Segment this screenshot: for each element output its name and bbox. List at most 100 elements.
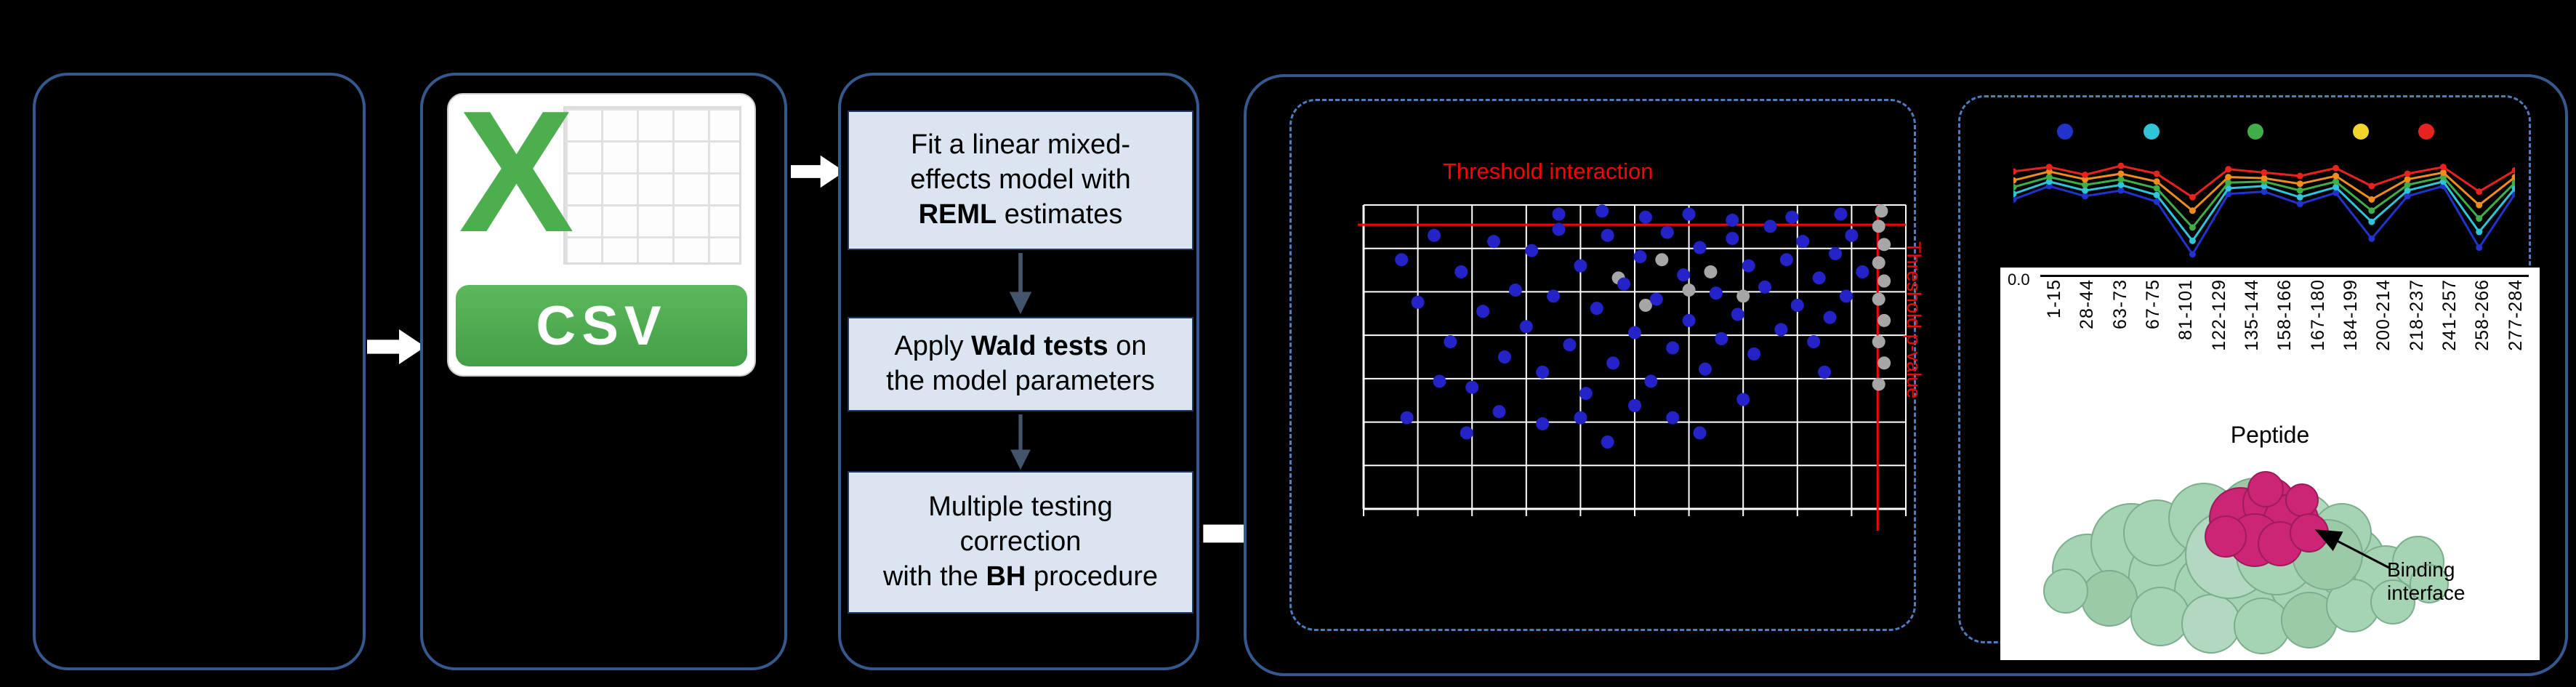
profile-marker xyxy=(2189,193,2196,201)
flow-arrow-1 xyxy=(367,326,425,368)
profile-marker xyxy=(2117,187,2125,194)
profile-marker xyxy=(2368,196,2375,203)
significant-points xyxy=(1395,204,1869,449)
legend-dot xyxy=(2144,124,2160,140)
profile-marker xyxy=(2511,179,2515,186)
step-text: Apply Wald tests on the model parameters xyxy=(886,329,1155,399)
profile-marker xyxy=(2013,168,2017,175)
peptide-tick-labels: 1-15 28-44 63-73 67-75 81-101 122-129 135-144 1… xyxy=(2044,279,2527,351)
profile-marker xyxy=(2296,193,2303,201)
volcano-plot xyxy=(1358,204,1907,531)
profile-marker xyxy=(2082,181,2089,188)
peptide-tick-label: 184-199 xyxy=(2340,279,2362,351)
profile-marker xyxy=(2404,176,2411,183)
profile-marker xyxy=(2511,166,2515,174)
peptide-tick-label: 67-75 xyxy=(2143,279,2164,329)
profile-marker xyxy=(2153,198,2160,205)
profile-marker xyxy=(2476,201,2483,209)
step-text-bold: Wald tests xyxy=(971,331,1108,362)
legend-dot xyxy=(2057,124,2074,140)
profile-marker xyxy=(2153,185,2160,192)
profile-marker xyxy=(2082,176,2089,183)
right-arrow-icon xyxy=(367,329,425,364)
profile-marker xyxy=(2225,185,2232,192)
peptide-tick-label: 158-166 xyxy=(2274,279,2295,351)
profile-marker xyxy=(2117,170,2125,177)
step-text-post: on the model parameters xyxy=(886,331,1155,396)
step-text-bold: REML xyxy=(918,198,997,230)
profile-marker xyxy=(2045,174,2053,181)
excel-x-icon: X xyxy=(459,76,574,268)
peptide-tick-label: 241-257 xyxy=(2439,279,2460,351)
profile-marker xyxy=(2439,164,2447,171)
volcano-threshold-pvalue-label: Threshold p-value xyxy=(1903,241,1925,399)
peptide-axis-area: 0.0 1-15 28-44 63-73 67-75 81-101 122-129 135-… xyxy=(2000,268,2540,660)
step-text-pre: Apply xyxy=(894,331,972,362)
spreadsheet-grid-icon xyxy=(563,106,741,265)
profile-marker xyxy=(2296,201,2303,208)
step-arrow-2 xyxy=(1006,414,1035,475)
step-text: Multiple testing correction with the BH … xyxy=(883,490,1158,595)
peptide-tick-label: 122-129 xyxy=(2208,279,2229,351)
binding-interface-magenta xyxy=(2205,471,2329,567)
profile-marker xyxy=(2333,178,2340,185)
step-arrow-1 xyxy=(1006,253,1035,319)
step-text-post: estimates xyxy=(997,198,1123,230)
flow-arrow-2 xyxy=(791,151,845,192)
profile-line-series-blue xyxy=(2013,185,2515,257)
grid-lines xyxy=(1363,204,1907,510)
step-text-pre: Fit a linear mixed- effects model with xyxy=(910,129,1131,196)
down-arrow-icon xyxy=(1010,414,1031,470)
step-wald-tests: Apply Wald tests on the model parameters xyxy=(848,317,1194,411)
profile-marker xyxy=(2404,181,2411,188)
profile-marker xyxy=(2082,172,2089,178)
profile-marker xyxy=(2225,166,2232,173)
profile-marker xyxy=(2476,228,2483,236)
step-text-post: procedure xyxy=(1026,561,1159,592)
profile-marker xyxy=(2045,178,2053,185)
peptide-tick-label: 200-214 xyxy=(2373,279,2394,351)
profile-marker xyxy=(2511,174,2515,181)
step-text-bold: BH xyxy=(986,561,1026,592)
legend-dot xyxy=(2247,124,2263,140)
peptide-axis-title: Peptide xyxy=(2230,422,2310,448)
step-fit-mixed-model: Fit a linear mixed- effects model with R… xyxy=(848,111,1194,250)
legend-dot xyxy=(2418,124,2434,140)
right-arrow-icon xyxy=(791,155,845,188)
peptide-tick-label: 135-144 xyxy=(2242,279,2263,351)
peptide-axis-line xyxy=(2040,275,2529,277)
profile-marker xyxy=(2333,172,2340,180)
profile-marker xyxy=(2476,188,2483,196)
step-text-pre: Multiple testing correction with the xyxy=(882,491,1113,592)
profile-marker xyxy=(2261,182,2268,190)
profile-marker xyxy=(2082,187,2089,194)
profile-marker xyxy=(2117,176,2125,183)
peptide-profile-chart xyxy=(2013,162,2515,258)
profile-marker xyxy=(2045,182,2053,190)
profile-marker xyxy=(2117,181,2125,188)
binding-annotation-arrow xyxy=(2314,529,2390,569)
csv-label: CSV xyxy=(536,294,667,357)
profile-marker xyxy=(2296,180,2303,188)
peptide-tick-label: 218-237 xyxy=(2406,279,2427,351)
profile-marker xyxy=(2261,174,2268,182)
profile-marker xyxy=(2045,164,2053,171)
profile-marker xyxy=(2368,235,2375,242)
profile-y-axis-tick: 0.0 xyxy=(2008,270,2030,289)
profile-marker xyxy=(2404,193,2411,200)
profile-marker xyxy=(2404,187,2411,194)
profile-marker xyxy=(2476,244,2483,252)
profile-marker xyxy=(2296,187,2303,194)
profile-marker xyxy=(2189,237,2196,244)
profile-marker xyxy=(2117,162,2125,169)
profile-marker xyxy=(2153,191,2160,198)
protein-structure xyxy=(2043,471,2449,654)
profile-marker xyxy=(2261,188,2268,196)
profile-marker xyxy=(2368,182,2375,190)
profile-marker xyxy=(2404,170,2411,177)
nonsignificant-points xyxy=(1611,204,1891,391)
legend-dot xyxy=(2353,124,2370,140)
binding-interface-label: Binding interface xyxy=(2387,558,2466,605)
volcano-subpanel xyxy=(1289,99,1916,631)
